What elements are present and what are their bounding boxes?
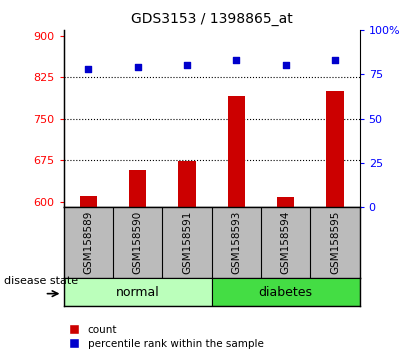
Text: GSM158593: GSM158593	[231, 211, 241, 274]
Bar	[129, 170, 146, 207]
Point	[332, 57, 338, 63]
Text: GSM158590: GSM158590	[133, 211, 143, 274]
Bar	[326, 91, 344, 207]
Bar	[64, 278, 212, 306]
Point	[134, 64, 141, 70]
Text: GSM158589: GSM158589	[83, 211, 93, 274]
Bar	[228, 96, 245, 207]
Text: disease state: disease state	[4, 276, 78, 286]
Bar	[80, 196, 97, 207]
Text: diabetes: diabetes	[259, 286, 313, 298]
Point	[233, 57, 240, 63]
Text: GSM158594: GSM158594	[281, 211, 291, 274]
Point	[184, 63, 190, 68]
Legend: count, percentile rank within the sample: count, percentile rank within the sample	[69, 325, 263, 349]
Point	[85, 66, 92, 72]
Text: GSM158595: GSM158595	[330, 211, 340, 274]
Text: GSM158591: GSM158591	[182, 211, 192, 274]
Bar	[178, 161, 196, 207]
Text: normal: normal	[116, 286, 159, 298]
Bar	[212, 278, 360, 306]
Bar	[277, 197, 294, 207]
Point	[282, 63, 289, 68]
Title: GDS3153 / 1398865_at: GDS3153 / 1398865_at	[131, 12, 293, 26]
